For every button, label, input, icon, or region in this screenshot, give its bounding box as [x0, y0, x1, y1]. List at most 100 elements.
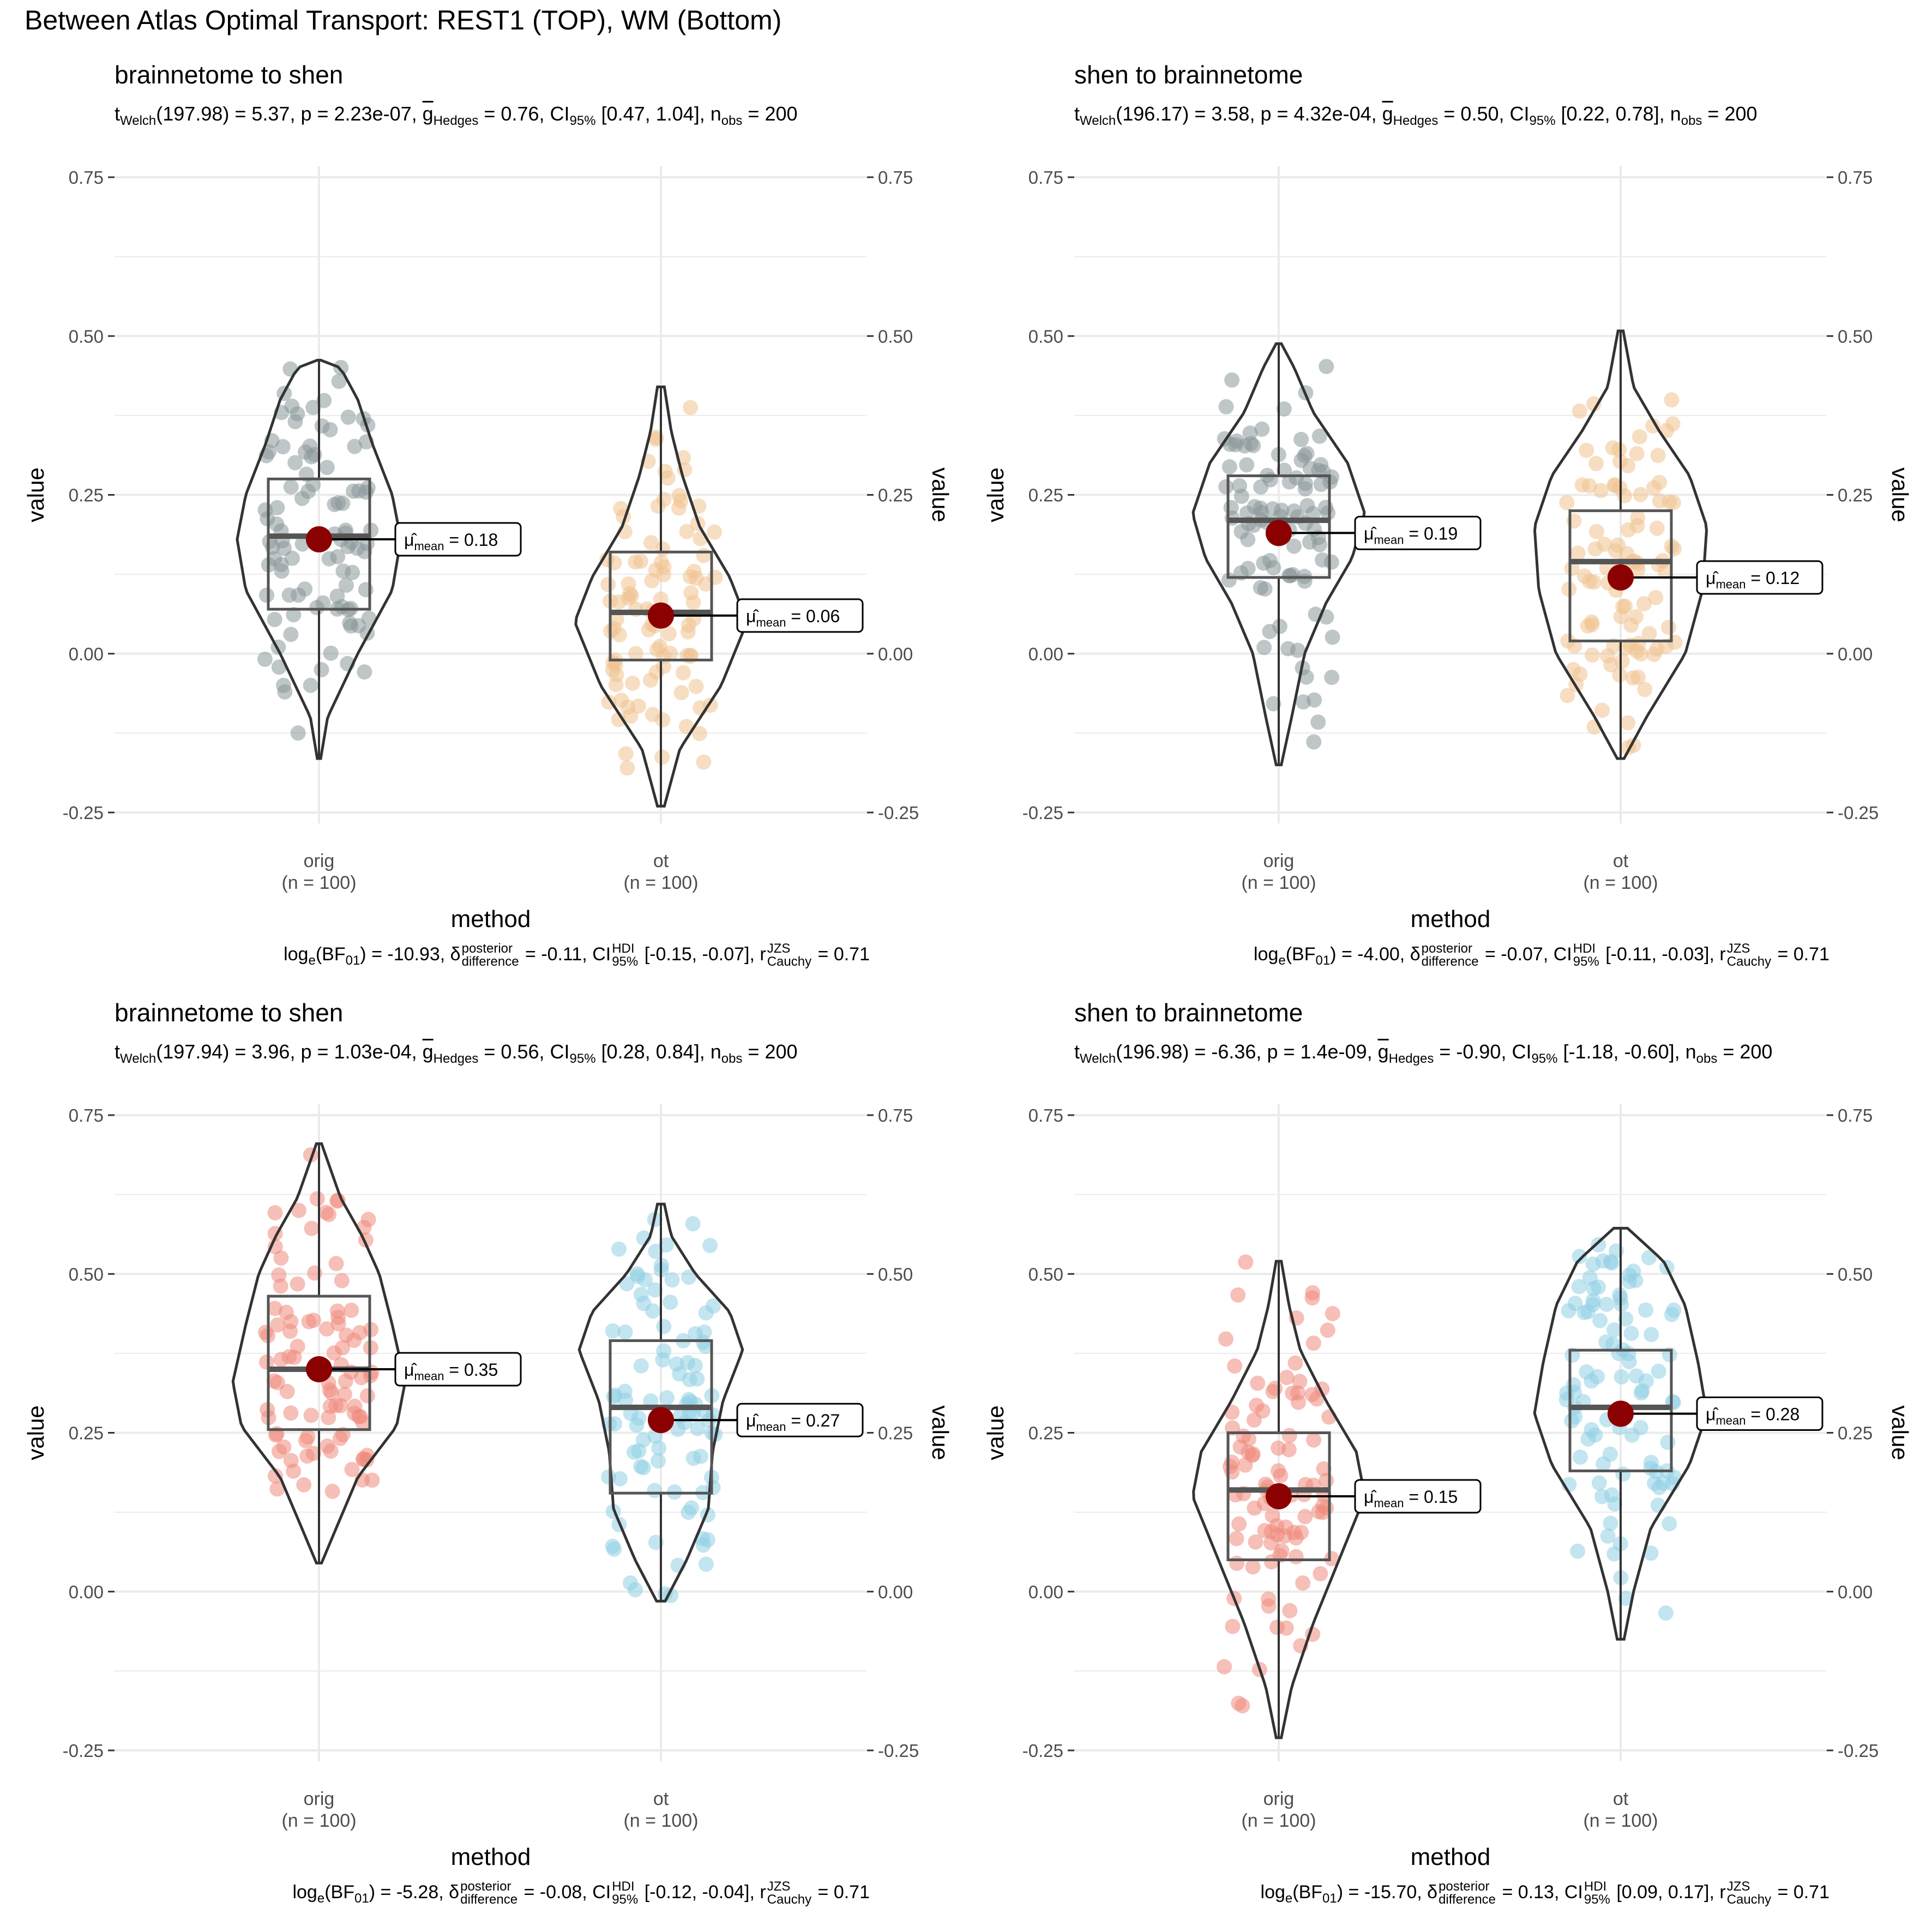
data-point	[676, 665, 691, 681]
data-point	[334, 599, 350, 615]
y-tick-label: 0.50	[1028, 326, 1063, 346]
y-tick-label: 0.50	[1028, 1264, 1063, 1284]
data-point	[1611, 1346, 1627, 1362]
data-point	[691, 726, 707, 742]
data-point	[1665, 495, 1681, 510]
data-point	[654, 749, 670, 765]
data-point	[1641, 1250, 1657, 1266]
y-tick-label-right: -0.25	[1838, 1741, 1879, 1761]
data-point	[336, 1386, 352, 1402]
data-point	[1651, 1479, 1667, 1495]
y-tick-label-right: 0.25	[878, 1423, 913, 1443]
y-tick-label-right: 0.00	[1838, 644, 1873, 664]
group-orig: μ̂mean = 0.35	[231, 1142, 522, 1564]
data-point	[611, 712, 627, 727]
y-axis-title-right: value	[1887, 1405, 1913, 1460]
group-orig: μ̂mean = 0.18	[236, 359, 522, 760]
data-point	[323, 1385, 339, 1401]
data-point	[1570, 1543, 1586, 1559]
data-point	[326, 1345, 342, 1361]
data-point	[291, 1202, 306, 1218]
data-point	[673, 685, 689, 701]
data-point	[1232, 478, 1248, 493]
data-point	[685, 595, 701, 611]
y-tick-label: 0.75	[1028, 1105, 1063, 1126]
data-point	[338, 577, 354, 593]
data-point	[1625, 670, 1641, 686]
data-point	[342, 615, 358, 631]
data-point	[1319, 359, 1334, 375]
data-point	[609, 611, 624, 627]
data-point	[287, 455, 303, 471]
data-point	[338, 1327, 354, 1343]
data-point	[1232, 1439, 1248, 1455]
data-point	[1646, 480, 1662, 496]
data-point	[619, 760, 635, 776]
violin-outline	[1191, 342, 1366, 767]
data-point	[284, 550, 300, 566]
data-point	[686, 563, 702, 579]
data-point	[321, 1410, 336, 1425]
data-point	[357, 664, 372, 680]
y-tick-label-right: -0.25	[878, 803, 919, 823]
data-point	[303, 1407, 319, 1423]
chart-panel: shen to brainnetome tWelch(196.98) = -6.…	[960, 992, 1914, 1930]
data-point	[1316, 1461, 1332, 1477]
data-point	[309, 600, 325, 616]
x-tick-label: ot	[1613, 851, 1629, 871]
data-point	[1239, 505, 1255, 521]
data-point	[1588, 523, 1604, 539]
mean-label-box	[736, 1403, 864, 1437]
data-point	[1629, 643, 1645, 659]
mean-dot	[1608, 1400, 1634, 1427]
y-tick-label-right: 0.75	[1838, 1105, 1873, 1126]
x-tick-label: orig	[304, 1789, 335, 1809]
data-point	[1218, 479, 1234, 495]
data-point	[1231, 1695, 1247, 1711]
data-point	[659, 1390, 675, 1406]
data-point	[267, 1205, 283, 1221]
data-point	[331, 374, 347, 389]
data-point	[647, 1282, 663, 1298]
data-point	[1325, 629, 1340, 645]
data-point	[316, 393, 332, 408]
data-point	[1224, 372, 1240, 388]
mean-label: μ̂mean = 0.19	[1364, 523, 1458, 546]
data-point	[1286, 503, 1302, 519]
data-point	[1591, 1237, 1606, 1253]
data-point	[1586, 574, 1602, 590]
data-point	[1586, 1281, 1602, 1297]
data-point	[1651, 1363, 1666, 1379]
data-point	[651, 1440, 667, 1456]
data-point	[1307, 692, 1322, 708]
data-point	[1313, 1566, 1328, 1581]
data-point	[1221, 459, 1237, 475]
data-point	[1271, 1440, 1286, 1456]
x-axis-title: method	[451, 906, 531, 932]
data-point	[319, 460, 335, 476]
data-point	[618, 746, 634, 762]
data-point	[1623, 1326, 1639, 1341]
mean-label-box	[394, 522, 522, 557]
data-point	[1262, 552, 1278, 568]
data-point	[688, 678, 704, 694]
data-point	[635, 1460, 651, 1476]
data-point	[706, 1298, 721, 1314]
data-point	[1620, 522, 1636, 538]
data-point	[1570, 545, 1586, 561]
data-point	[1561, 1303, 1576, 1319]
data-point	[333, 360, 349, 376]
data-point	[296, 1477, 312, 1492]
data-point	[1584, 1422, 1599, 1437]
data-point	[663, 1295, 678, 1310]
data-point	[624, 676, 640, 691]
y-tick-label: 0.75	[69, 167, 104, 188]
data-point	[1229, 1531, 1244, 1546]
x-tick-count: (n = 100)	[1583, 1810, 1658, 1831]
y-tick-label: 0.25	[1028, 485, 1063, 505]
data-point	[1285, 1385, 1301, 1401]
data-point	[309, 1191, 325, 1207]
data-point	[1584, 617, 1600, 633]
y-tick-label-right: 0.00	[878, 644, 913, 664]
data-point	[1310, 714, 1326, 730]
